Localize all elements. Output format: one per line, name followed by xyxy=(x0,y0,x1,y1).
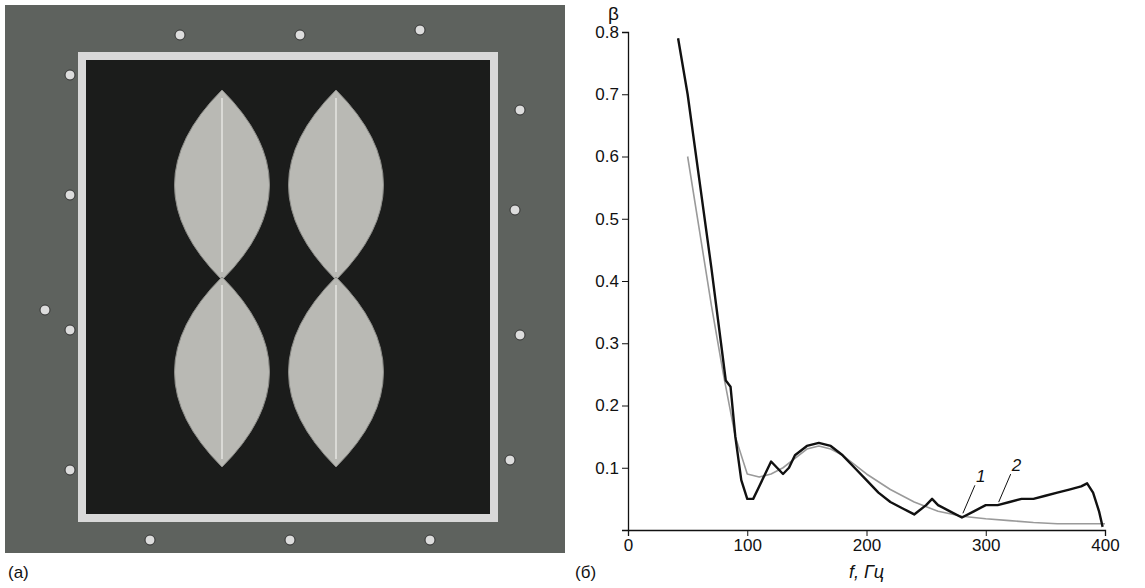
y-tick-mark xyxy=(622,406,628,407)
x-tick-label: 300 xyxy=(972,536,1000,555)
x-tick: 400 xyxy=(1091,530,1119,555)
y-tick: 0.5 xyxy=(595,210,628,229)
y-tick: 0.3 xyxy=(595,334,628,353)
photo-background xyxy=(5,5,565,553)
y-tick-label: 0.5 xyxy=(595,210,619,229)
y-tick-label: 0.2 xyxy=(595,396,619,415)
series-line xyxy=(678,38,1103,527)
photo-screw xyxy=(65,70,75,80)
photo-lens xyxy=(289,277,384,467)
y-axis-title: β xyxy=(608,3,619,24)
series-label: 2 xyxy=(1011,456,1022,475)
x-tick-label: 200 xyxy=(853,536,881,555)
leader-line xyxy=(999,474,1011,502)
photo-lens xyxy=(175,277,270,467)
photo-lens xyxy=(175,90,270,280)
photo-screw xyxy=(425,535,435,545)
x-tick: 0 xyxy=(624,530,633,555)
y-axis-line xyxy=(622,33,629,531)
panel-label: (б) xyxy=(575,563,596,582)
x-axis: 0 100 200 300 400 xyxy=(624,530,1120,555)
x-tick-label: 100 xyxy=(734,536,762,555)
photo-screw xyxy=(40,305,50,315)
y-tick-label: 0.6 xyxy=(595,147,619,166)
panel-label: (а) xyxy=(8,563,29,582)
leader-line xyxy=(963,485,975,513)
y-tick-mark xyxy=(622,157,628,158)
x-tick: 300 xyxy=(972,530,1000,555)
y-tick-mark xyxy=(622,32,628,33)
photo-screw xyxy=(515,330,525,340)
photo-screw xyxy=(65,465,75,475)
photo-seam xyxy=(221,98,223,272)
figure: (а) (б) 0 100 200 300 400 0.1 0.2 0.3 0.4 0.5 0.6 0.7… xyxy=(0,0,1145,588)
photo-screw xyxy=(65,325,75,335)
x-tick: 200 xyxy=(853,530,881,555)
y-tick: 0.1 xyxy=(595,459,628,478)
photo-screw xyxy=(295,30,305,40)
y-tick-mark xyxy=(622,94,628,95)
x-tick-label: 400 xyxy=(1091,536,1119,555)
photo-seam xyxy=(221,285,223,459)
y-axis: 0.1 0.2 0.3 0.4 0.5 0.6 0.7 0.8 xyxy=(595,23,628,531)
series-labels: 12 xyxy=(963,456,1022,513)
y-tick-mark xyxy=(622,219,628,220)
y-tick-mark xyxy=(622,281,628,282)
y-tick: 0.8 xyxy=(595,23,628,42)
photo-screw xyxy=(285,535,295,545)
y-tick-label: 0.1 xyxy=(595,459,619,478)
y-tick-label: 0.7 xyxy=(595,85,619,104)
plot-lines xyxy=(678,38,1105,527)
photo-screw xyxy=(65,190,75,200)
y-tick-mark xyxy=(622,343,628,344)
y-tick-label: 0.4 xyxy=(595,272,619,291)
x-tick-label: 0 xyxy=(624,536,633,555)
photo-frame xyxy=(78,52,498,522)
photo-panel xyxy=(5,5,565,553)
photo-screw xyxy=(515,105,525,115)
y-tick: 0.7 xyxy=(595,85,628,104)
y-tick: 0.4 xyxy=(595,272,628,291)
series-label: 1 xyxy=(976,467,985,486)
photo-screw xyxy=(415,25,425,35)
y-tick: 0.2 xyxy=(595,396,628,415)
photo-screw xyxy=(510,205,520,215)
photo-screw xyxy=(505,455,515,465)
photo-lens xyxy=(289,90,384,280)
photo-opening xyxy=(86,60,490,514)
x-tick: 100 xyxy=(734,530,762,555)
y-tick-label: 0.8 xyxy=(595,23,619,42)
photo-screw xyxy=(145,535,155,545)
photo-seam xyxy=(335,98,337,272)
y-tick-mark xyxy=(622,468,628,469)
series-line xyxy=(688,157,1105,524)
x-axis-title: f, Гц xyxy=(849,562,884,582)
y-tick: 0.6 xyxy=(595,147,628,166)
photo-seam xyxy=(335,285,337,459)
photo-screw xyxy=(175,30,185,40)
y-tick-label: 0.3 xyxy=(595,334,619,353)
